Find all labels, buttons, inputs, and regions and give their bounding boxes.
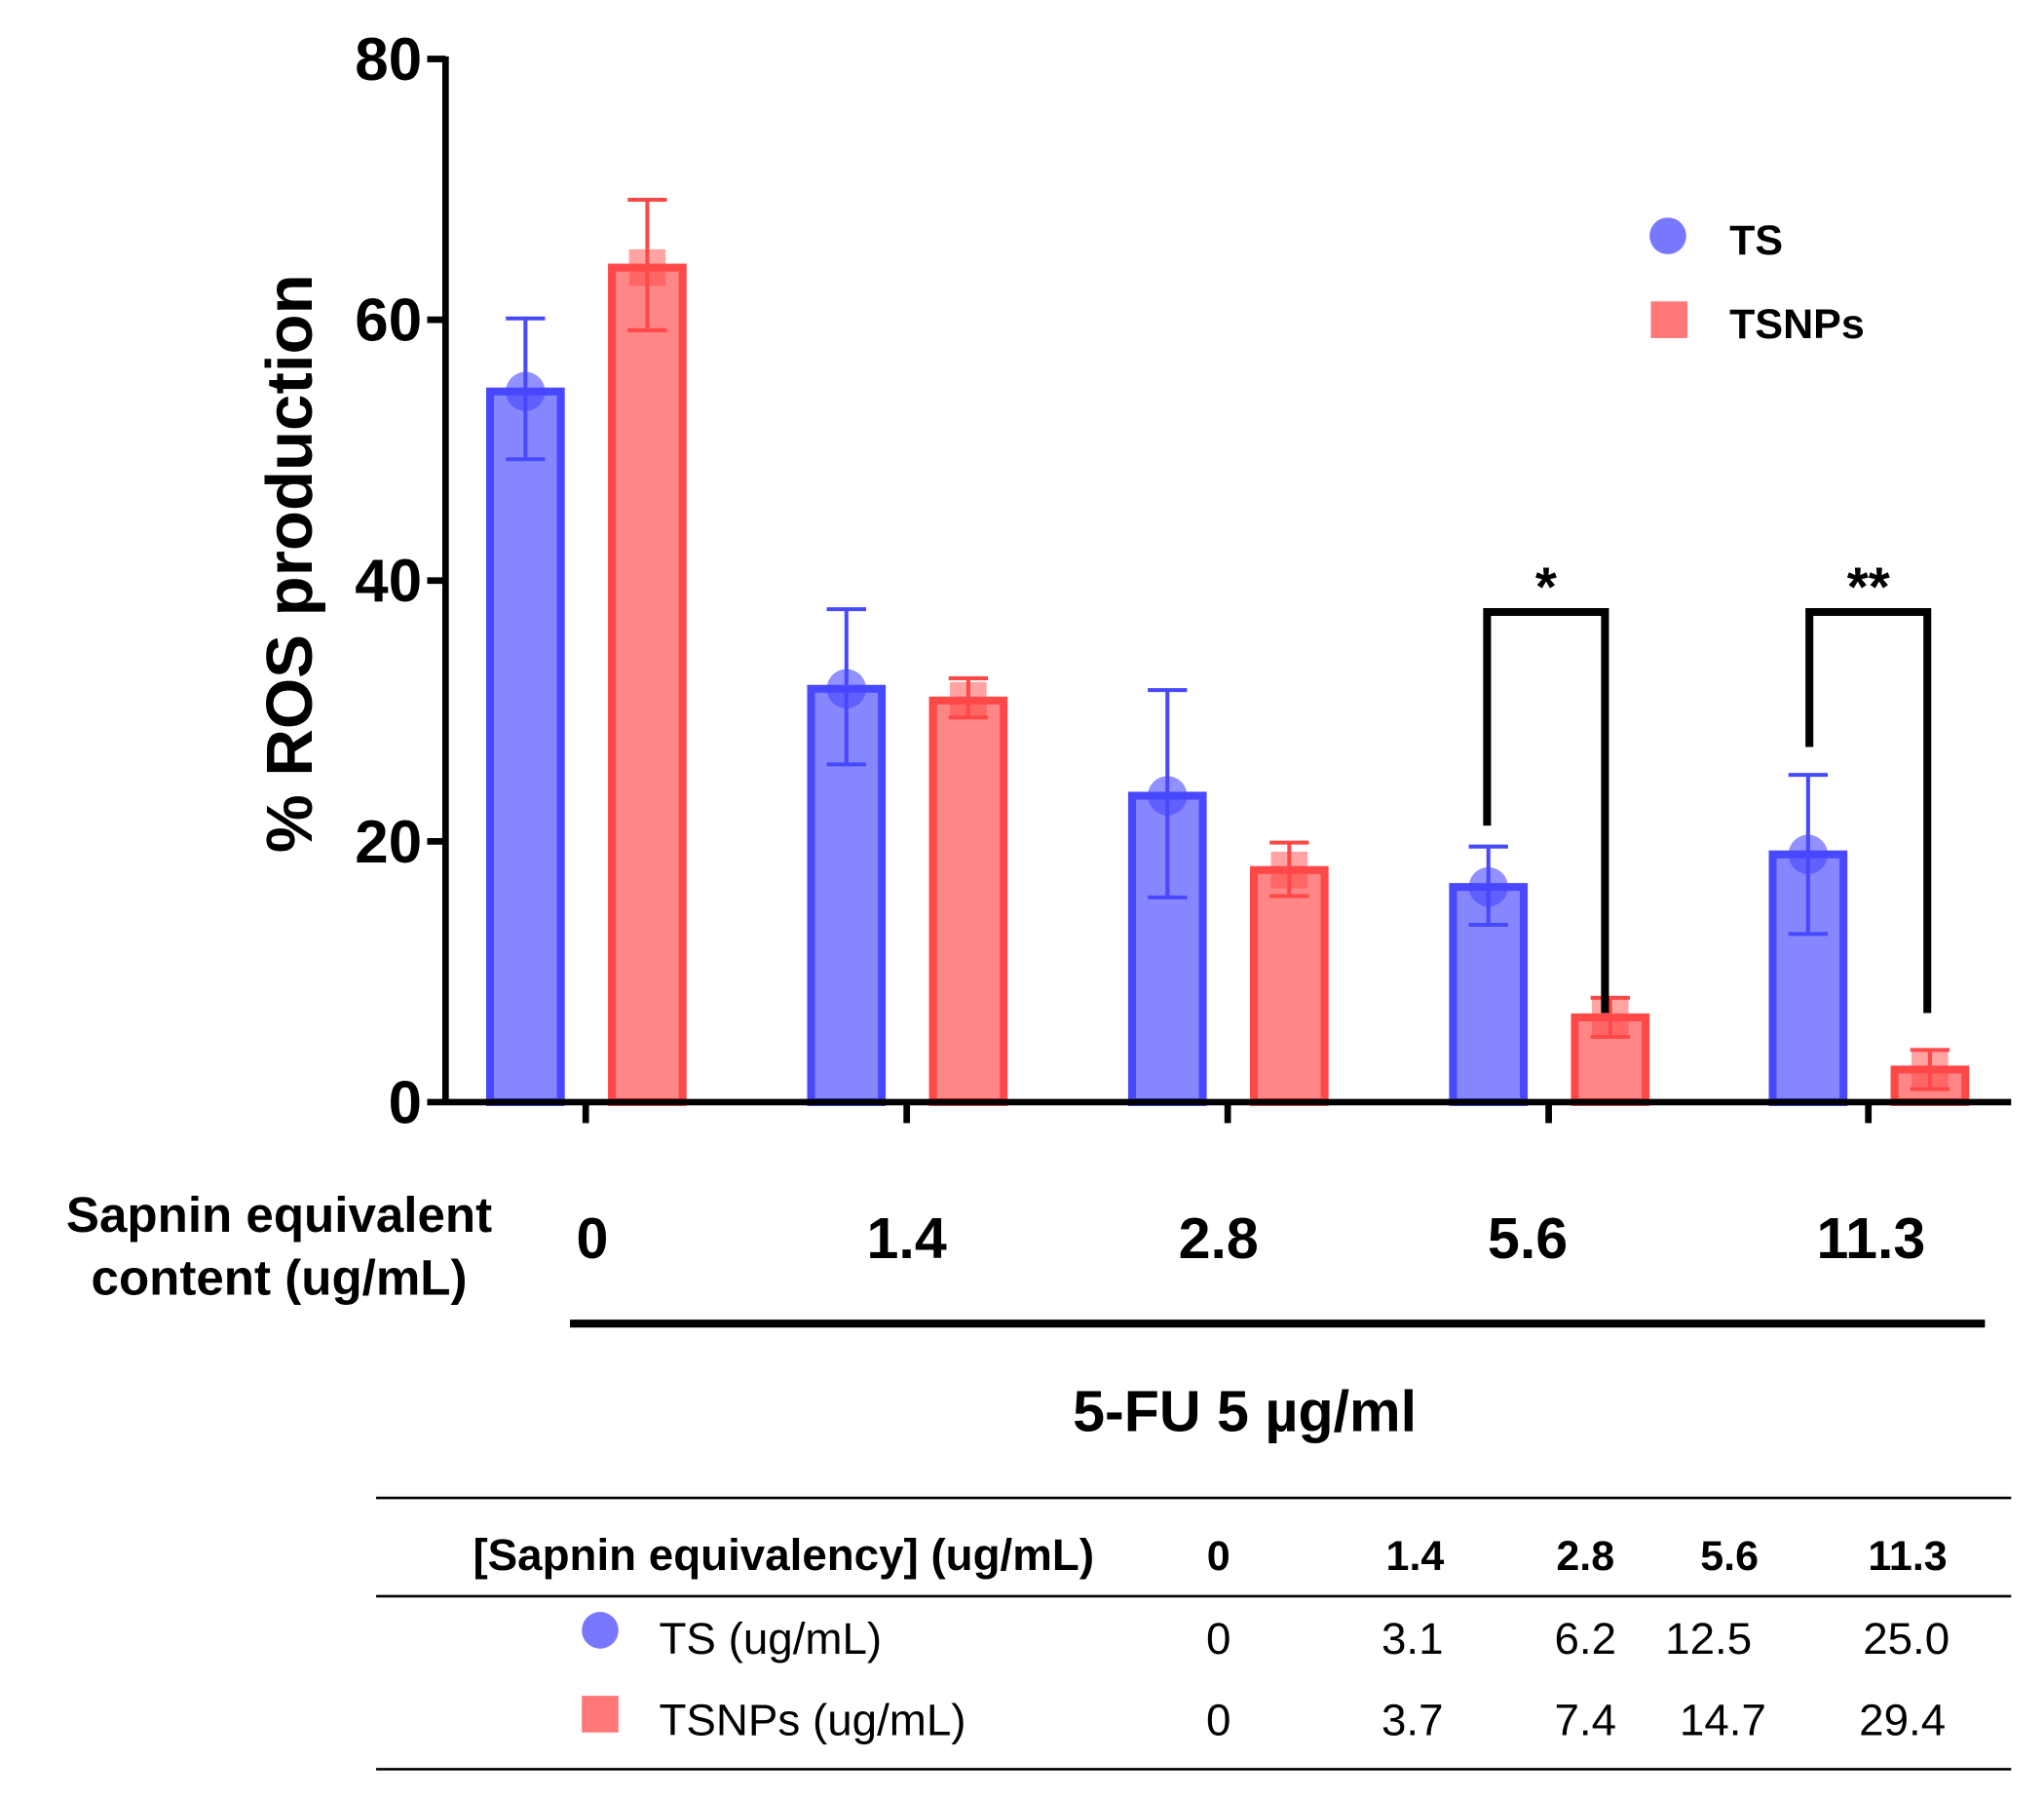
- data-point: [506, 371, 546, 411]
- table-cell: 14.7: [1680, 1695, 1766, 1744]
- x-tick-label: 2.8: [1179, 1205, 1259, 1271]
- table-cell: 0: [1206, 1695, 1230, 1744]
- table-row-label: TSNPs (ug/mL): [660, 1695, 966, 1744]
- x-axis-label-line1: Sapnin equivalent: [66, 1187, 492, 1243]
- table-row-label: TS (ug/mL): [660, 1614, 883, 1664]
- table-header-cell: [Sapnin equivalency] (ug/mL): [473, 1530, 1094, 1580]
- y-tick-label: 40: [355, 548, 422, 615]
- y-tick-label: 0: [389, 1069, 422, 1136]
- data-point: [1270, 851, 1308, 889]
- table-header-cell: 2.8: [1556, 1533, 1614, 1580]
- table-marker-ts: [582, 1612, 619, 1649]
- bar-tsnps: [608, 263, 687, 1106]
- data-point: [1148, 776, 1188, 816]
- x-tick-label: 1.4: [867, 1205, 947, 1271]
- table-cell: 3.1: [1382, 1614, 1444, 1664]
- table-header-cell: 1.4: [1386, 1533, 1445, 1580]
- y-tick-label: 20: [355, 809, 422, 876]
- legend-marker-tsnps: [1650, 301, 1688, 338]
- bar-tsnps: [928, 696, 1008, 1106]
- x-axis-label-line2: content (ug/mL): [92, 1250, 468, 1306]
- table-header-cell: 0: [1207, 1533, 1230, 1580]
- table-cell: 6.2: [1554, 1614, 1616, 1664]
- table-header-cell: 11.3: [1868, 1533, 1947, 1580]
- significance-label: *: [1535, 555, 1557, 617]
- table-marker-tsnps: [582, 1696, 619, 1733]
- bar-ts: [485, 387, 565, 1106]
- table-cell: 7.4: [1554, 1695, 1616, 1744]
- significance-bracket: [1483, 607, 1609, 1014]
- table-cell: 3.7: [1382, 1695, 1444, 1744]
- table-header-cell: 5.6: [1700, 1533, 1759, 1580]
- table-cell: 29.4: [1859, 1695, 1946, 1744]
- data-point: [1912, 1051, 1949, 1089]
- legend-label-tsnps: TSNPs: [1729, 301, 1865, 348]
- legend-marker-ts: [1649, 217, 1686, 254]
- y-tick-label: 80: [355, 26, 422, 94]
- x-tick-label: 11.3: [1816, 1205, 1925, 1271]
- data-point: [826, 669, 866, 708]
- significance-label: **: [1847, 555, 1890, 617]
- data-point: [1591, 999, 1629, 1036]
- x-tick-label: 5.6: [1488, 1205, 1568, 1271]
- y-axis-label: % ROS production: [253, 274, 326, 853]
- data-point: [950, 681, 987, 719]
- x-tick-label: 0: [576, 1205, 608, 1271]
- data-point: [1788, 834, 1829, 874]
- data-point: [1468, 866, 1508, 907]
- table-cell: 12.5: [1665, 1614, 1752, 1664]
- group-label: 5-FU 5 µg/ml: [1073, 1378, 1417, 1443]
- y-tick-label: 60: [355, 287, 422, 355]
- significance-bracket: [1805, 607, 1932, 1014]
- legend-label-ts: TS: [1729, 217, 1783, 264]
- table-cell: 25.0: [1863, 1614, 1949, 1664]
- table-cell: 0: [1206, 1614, 1230, 1664]
- data-point: [628, 249, 666, 287]
- bar-tsnps: [1249, 865, 1329, 1106]
